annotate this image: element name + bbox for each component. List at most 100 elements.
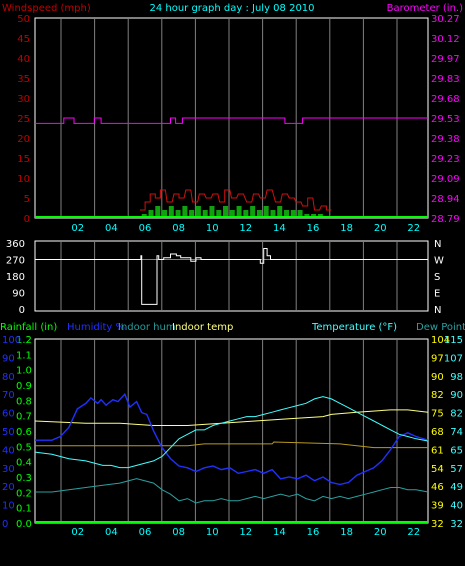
y-tick-label: 20 <box>2 482 15 493</box>
x-tick-label: 12 <box>239 527 252 538</box>
wind-barometer-panel: 0 5 10 15 20 25 30 35 40 45 50 28.79 28.94 29.09 29.2… <box>17 14 459 234</box>
y-tick-label: 180 <box>6 272 25 283</box>
x-tick-label: 04 <box>105 527 118 538</box>
y-tick-label: 65 <box>450 445 463 456</box>
y-tick-label: 97 <box>431 353 444 364</box>
x-tick-label: 10 <box>206 223 219 234</box>
y-tick-label: 74 <box>450 427 463 438</box>
windspeed-bars <box>35 206 428 218</box>
graph-title: 24 hour graph day : July 08 2010 <box>149 3 314 14</box>
windspeed-bar <box>195 206 201 218</box>
y-tick-label: 82 <box>431 390 444 401</box>
y-tick-label: 0.0 <box>16 519 32 530</box>
windspeed-bar <box>162 210 168 218</box>
windspeed-bar <box>284 210 290 218</box>
y-tick-label: 0.2 <box>16 488 32 499</box>
y-tick-label: 61 <box>431 445 444 456</box>
rain-tick-labels: 0.0 0.1 0.2 0.3 0.4 0.5 0.6 0.7 0.8 0.9 1.0 1.1 1.2 <box>16 335 32 530</box>
x-tick-label: 06 <box>139 527 152 538</box>
indoor-temp-label: Indoor temp <box>172 322 233 333</box>
y-tick-label: 0.4 <box>16 458 32 469</box>
y-tick-label: N <box>434 305 441 316</box>
direction-degree-labels: 0 90 180 270 360 <box>6 239 25 316</box>
x-tick-label: 02 <box>71 527 84 538</box>
indoor-temp-line <box>34 409 429 426</box>
y-tick-label: 32 <box>450 519 463 530</box>
y-tick-label: 32 <box>431 519 444 530</box>
y-tick-label: 39 <box>431 501 444 512</box>
y-tick-label: 107 <box>444 353 463 364</box>
windspeed-bar <box>256 210 262 218</box>
temp-panel-x-ticks: 02 04 06 08 10 12 14 16 18 20 22 <box>71 527 420 538</box>
y-tick-label: 82 <box>450 409 463 420</box>
y-tick-label: 20 <box>17 134 30 145</box>
y-tick-label: 80 <box>2 372 15 383</box>
temp-left-tick-labels: 32 39 46 54 61 68 75 82 90 97 104 <box>431 335 450 530</box>
windspeed-bar <box>243 210 249 218</box>
y-tick-label: 29.53 <box>431 114 460 125</box>
y-tick-label: 0 <box>19 305 25 316</box>
windspeed-bar <box>189 210 195 218</box>
y-tick-label: S <box>434 272 440 283</box>
x-tick-label: 14 <box>273 223 286 234</box>
windspeed-bar <box>168 206 174 218</box>
x-tick-label: 12 <box>239 223 252 234</box>
y-tick-label: 30 <box>2 464 15 475</box>
y-tick-label: 30.27 <box>431 14 460 25</box>
humidity-line <box>35 392 429 486</box>
dewpoint-line <box>35 478 429 504</box>
y-tick-label: 28.94 <box>431 194 460 205</box>
windspeed-bar <box>263 206 269 218</box>
y-tick-label: E <box>434 289 440 300</box>
y-tick-label: 0.1 <box>16 504 32 515</box>
y-tick-label: 29.23 <box>431 154 460 165</box>
y-tick-label: 54 <box>431 464 444 475</box>
x-tick-label: 02 <box>71 223 84 234</box>
y-tick-label: 46 <box>431 482 444 493</box>
y-tick-label: 90 <box>431 372 444 383</box>
y-tick-label: W <box>434 256 444 267</box>
x-tick-label: 10 <box>206 527 219 538</box>
y-tick-label: 70 <box>2 390 15 401</box>
windspeed-bar <box>175 210 181 218</box>
y-tick-label: 0 <box>24 214 30 225</box>
x-tick-label: 20 <box>374 527 387 538</box>
indoor-hum-label: Indoor hum <box>118 322 176 333</box>
x-tick-label: 08 <box>172 527 185 538</box>
y-tick-label: 28.79 <box>431 214 460 225</box>
rainfall-axis-label: Rainfall (in) <box>0 322 57 333</box>
y-tick-label: 1.1 <box>16 350 32 361</box>
direction-panel-frame <box>34 240 429 312</box>
y-tick-label: 57 <box>450 464 463 475</box>
windspeed-axis-label: Windspeed (mph) <box>2 3 91 14</box>
windspeed-bar <box>202 210 208 218</box>
temp-humidity-panel: 0.00.10.20.30.40.50.60.70.80.91.01.11.2 … <box>2 335 463 538</box>
y-tick-label: 0.5 <box>16 442 32 453</box>
windspeed-bar <box>216 210 222 218</box>
x-tick-label: 22 <box>407 527 420 538</box>
y-tick-label: 35 <box>17 74 30 85</box>
x-tick-label: 18 <box>340 527 353 538</box>
y-tick-label: 29.09 <box>431 174 460 185</box>
windspeed-tick-labels: 0 5 10 15 20 25 30 35 40 45 50 <box>17 14 30 225</box>
y-tick-label: N <box>434 239 441 250</box>
gust-line <box>140 189 332 211</box>
y-tick-label: 360 <box>6 239 25 250</box>
y-tick-label: 29.68 <box>431 94 460 105</box>
wind-panel-x-ticks: 02 04 06 08 10 12 14 16 18 20 22 <box>71 223 420 234</box>
y-tick-label: 29.97 <box>431 54 460 65</box>
y-tick-label: 10 <box>17 174 30 185</box>
x-tick-label: 16 <box>307 223 320 234</box>
y-tick-label: 60 <box>2 409 15 420</box>
temp-panel-grid <box>60 339 398 523</box>
y-tick-label: 10 <box>2 501 15 512</box>
y-tick-label: 0.9 <box>16 381 32 392</box>
temp-right-tick-labels: 32 40 49 57 65 74 82 90 98 107 115 <box>444 335 463 530</box>
y-tick-label: 115 <box>444 335 463 346</box>
windspeed-bar <box>290 210 296 218</box>
y-tick-label: 75 <box>431 409 444 420</box>
y-tick-label: 0.6 <box>16 427 32 438</box>
